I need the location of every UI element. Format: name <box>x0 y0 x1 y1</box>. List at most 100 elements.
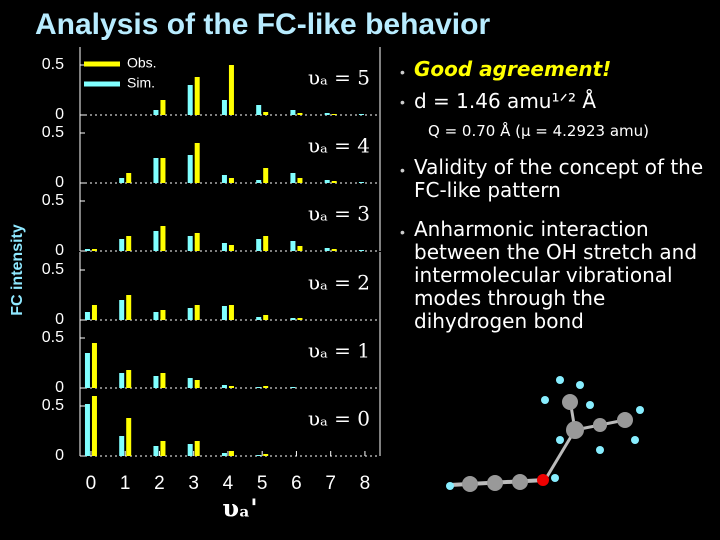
bar <box>160 158 166 183</box>
legend-label: Sim. <box>127 75 155 91</box>
bar <box>194 143 200 183</box>
bar <box>160 310 166 320</box>
bullet-marker: • <box>400 94 405 110</box>
bullet: d = 1.46 amu¹ᐟ² Å <box>414 89 597 113</box>
bar <box>297 178 303 183</box>
bar <box>126 173 132 183</box>
panel-label: υₐ = 1 <box>308 339 370 363</box>
bar <box>228 305 234 320</box>
bar <box>324 180 330 183</box>
bar <box>187 308 193 320</box>
bar <box>297 318 303 320</box>
y-tick-label: 0 <box>55 106 64 123</box>
y-tick-label: 0 <box>55 311 64 328</box>
bar <box>263 454 269 456</box>
x-tick-label: 5 <box>257 473 268 494</box>
legend-label: Obs. <box>127 55 157 71</box>
bar <box>126 236 132 251</box>
panel-label: υₐ = 0 <box>308 407 370 431</box>
bar <box>91 396 97 456</box>
bullet-marker: • <box>400 64 405 80</box>
x-tick-label: 2 <box>154 473 165 494</box>
bar <box>126 418 132 456</box>
bar <box>297 113 303 115</box>
bar <box>84 404 90 456</box>
bar <box>160 226 166 251</box>
bar <box>331 249 337 251</box>
bar <box>187 444 193 456</box>
bar <box>290 318 296 320</box>
bar <box>358 182 364 183</box>
bar <box>221 175 227 183</box>
bar <box>126 370 132 388</box>
bar <box>256 455 262 456</box>
y-tick-label: 0 <box>55 447 64 464</box>
bullet-marker: • <box>400 224 405 240</box>
bar <box>256 239 262 251</box>
bullet-marker: • <box>400 162 405 178</box>
bar <box>187 378 193 388</box>
bar <box>228 386 234 388</box>
x-tick-label: 3 <box>188 473 199 494</box>
bar <box>91 305 97 320</box>
bar <box>290 110 296 115</box>
x-tick-label: 0 <box>86 473 97 494</box>
bar <box>221 306 227 320</box>
bar <box>324 248 330 251</box>
y-tick-label: 0.5 <box>42 261 64 278</box>
bar <box>194 77 200 115</box>
bar <box>84 312 90 320</box>
panel-label: υₐ = 5 <box>308 66 370 90</box>
bar <box>160 441 166 456</box>
bar <box>153 231 159 251</box>
bar <box>324 113 330 115</box>
bar <box>256 387 262 388</box>
x-tick-label: 6 <box>291 473 302 494</box>
bar <box>263 315 269 320</box>
panel-label: υₐ = 2 <box>308 271 370 295</box>
bar <box>263 168 269 183</box>
bar <box>126 295 132 320</box>
bar <box>91 249 97 251</box>
bar <box>263 236 269 251</box>
bar <box>119 300 125 320</box>
bar <box>221 100 227 115</box>
bar <box>263 112 269 115</box>
bar <box>187 236 193 251</box>
y-tick-label: 0.5 <box>42 192 64 209</box>
bar <box>153 446 159 456</box>
bar <box>91 343 97 388</box>
bar <box>256 105 262 115</box>
bar <box>221 385 227 388</box>
bar <box>153 158 159 183</box>
bar <box>160 373 166 388</box>
bar <box>228 178 234 183</box>
bar <box>290 387 296 388</box>
y-tick-label: 0.5 <box>42 56 64 73</box>
y-tick-label: 0 <box>55 242 64 259</box>
bar <box>194 441 200 456</box>
bar <box>194 233 200 251</box>
bar <box>187 85 193 115</box>
bar <box>119 178 125 183</box>
bullet: Good agreement! <box>414 57 612 81</box>
bar <box>256 180 262 183</box>
bar <box>221 243 227 251</box>
bar <box>297 246 303 251</box>
panel-label: υₐ = 4 <box>308 134 370 158</box>
x-tick-label: 8 <box>360 473 371 494</box>
bar <box>331 114 337 115</box>
sub-bullet: Q = 0.70 Å (μ = 4.2923 amu) <box>428 122 650 140</box>
bar <box>290 241 296 251</box>
y-tick-label: 0 <box>55 379 64 396</box>
bar <box>221 453 227 456</box>
x-axis-label: υₐ' <box>222 494 257 523</box>
bar <box>228 65 234 115</box>
bar <box>194 305 200 320</box>
panel-label: υₐ = 3 <box>308 202 370 226</box>
bar <box>256 317 262 320</box>
bar <box>153 110 159 115</box>
bar <box>228 245 234 251</box>
bar <box>119 436 125 456</box>
